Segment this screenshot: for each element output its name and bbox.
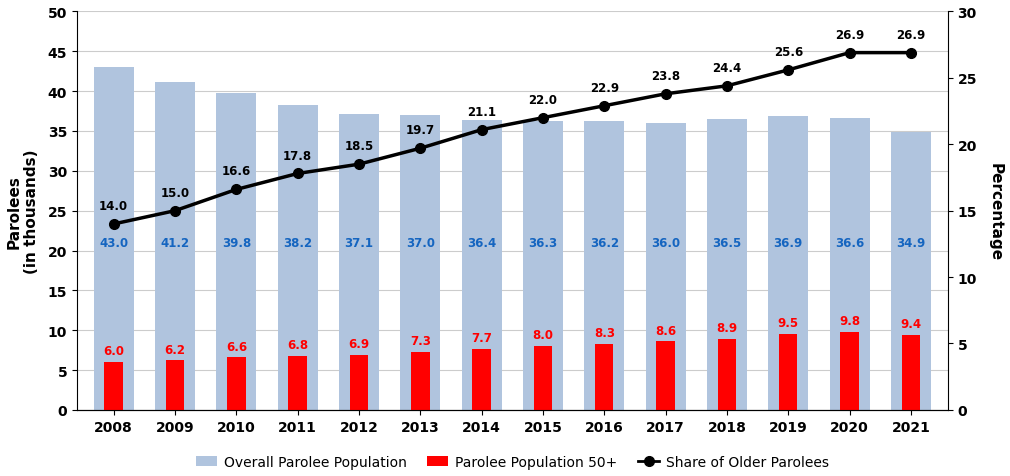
Bar [645,124,686,410]
Y-axis label: Percentage: Percentage [988,162,1003,260]
Bar [400,116,440,410]
Bar [166,361,184,410]
Text: 36.3: 36.3 [528,237,558,249]
Bar [289,356,307,410]
Text: 43.0: 43.0 [99,237,128,249]
Share of Older Parolees [292,171,304,177]
Share of Older Parolees [721,84,733,89]
Share of Older Parolees [108,222,120,228]
Text: 6.8: 6.8 [287,338,308,351]
Bar [411,352,429,410]
Bar [156,82,195,410]
Line: Share of Older Parolees: Share of Older Parolees [109,49,916,229]
Bar [769,117,808,410]
Bar [891,132,931,410]
Text: 21.1: 21.1 [468,106,496,119]
Text: 15.0: 15.0 [161,186,190,199]
Bar [216,93,257,410]
Text: 9.8: 9.8 [839,314,861,327]
Bar [840,332,858,410]
Text: 23.8: 23.8 [651,69,680,83]
Bar [227,357,245,410]
Text: 6.9: 6.9 [348,337,370,350]
Text: 8.0: 8.0 [532,328,553,342]
Bar [902,335,920,410]
Text: 16.6: 16.6 [222,165,250,178]
Text: 25.6: 25.6 [774,46,803,59]
Bar [349,355,369,410]
Text: 36.4: 36.4 [467,237,496,249]
Text: 22.0: 22.0 [528,94,558,107]
Text: 37.1: 37.1 [344,237,374,249]
Share of Older Parolees [169,208,181,214]
Bar [656,342,675,410]
Bar [585,122,624,410]
Text: 8.6: 8.6 [655,324,676,337]
Bar [779,335,798,410]
Text: 7.7: 7.7 [472,331,492,344]
Share of Older Parolees [905,50,917,56]
Bar [829,119,870,410]
Share of Older Parolees [414,146,426,152]
Share of Older Parolees [230,187,242,193]
Bar [473,349,491,410]
Text: 17.8: 17.8 [283,149,312,162]
Text: 34.9: 34.9 [896,237,925,249]
Text: 18.5: 18.5 [344,140,374,153]
Y-axis label: Parolees
(in thousands): Parolees (in thousands) [7,149,39,273]
Text: 26.9: 26.9 [835,29,865,41]
Share of Older Parolees [843,50,855,56]
Text: 14.0: 14.0 [99,199,128,213]
Bar [94,68,133,410]
Text: 36.0: 36.0 [651,237,680,249]
Text: 8.3: 8.3 [594,326,615,339]
Text: 36.2: 36.2 [590,237,619,249]
Text: 22.9: 22.9 [590,81,619,95]
Bar [707,120,746,410]
Bar [104,362,123,410]
Bar [339,115,379,410]
Text: 6.6: 6.6 [226,340,246,353]
Bar [523,121,563,410]
Text: 36.9: 36.9 [774,237,803,249]
Bar [718,339,736,410]
Text: 38.2: 38.2 [283,237,312,249]
Bar [533,347,552,410]
Text: 7.3: 7.3 [410,334,430,347]
Bar [278,106,317,410]
Text: 39.8: 39.8 [222,237,250,249]
Legend: Overall Parolee Population, Parolee Population 50+, Share of Older Parolees: Overall Parolee Population, Parolee Popu… [190,450,834,475]
Text: 36.6: 36.6 [835,237,865,249]
Share of Older Parolees [598,104,610,109]
Text: 9.5: 9.5 [778,317,799,330]
Text: 24.4: 24.4 [712,62,741,75]
Share of Older Parolees [352,162,365,168]
Share of Older Parolees [476,128,488,133]
Share of Older Parolees [537,116,549,121]
Text: 19.7: 19.7 [406,124,435,137]
Text: 6.0: 6.0 [103,345,124,357]
Text: 26.9: 26.9 [896,29,925,41]
Text: 41.2: 41.2 [161,237,190,249]
Text: 36.5: 36.5 [712,237,741,249]
Text: 8.9: 8.9 [716,321,737,335]
Text: 6.2: 6.2 [165,343,186,356]
Bar [462,120,502,410]
Text: 9.4: 9.4 [900,317,921,330]
Bar [595,344,613,410]
Share of Older Parolees [782,68,794,74]
Text: 37.0: 37.0 [406,237,435,249]
Share of Older Parolees [660,92,672,98]
